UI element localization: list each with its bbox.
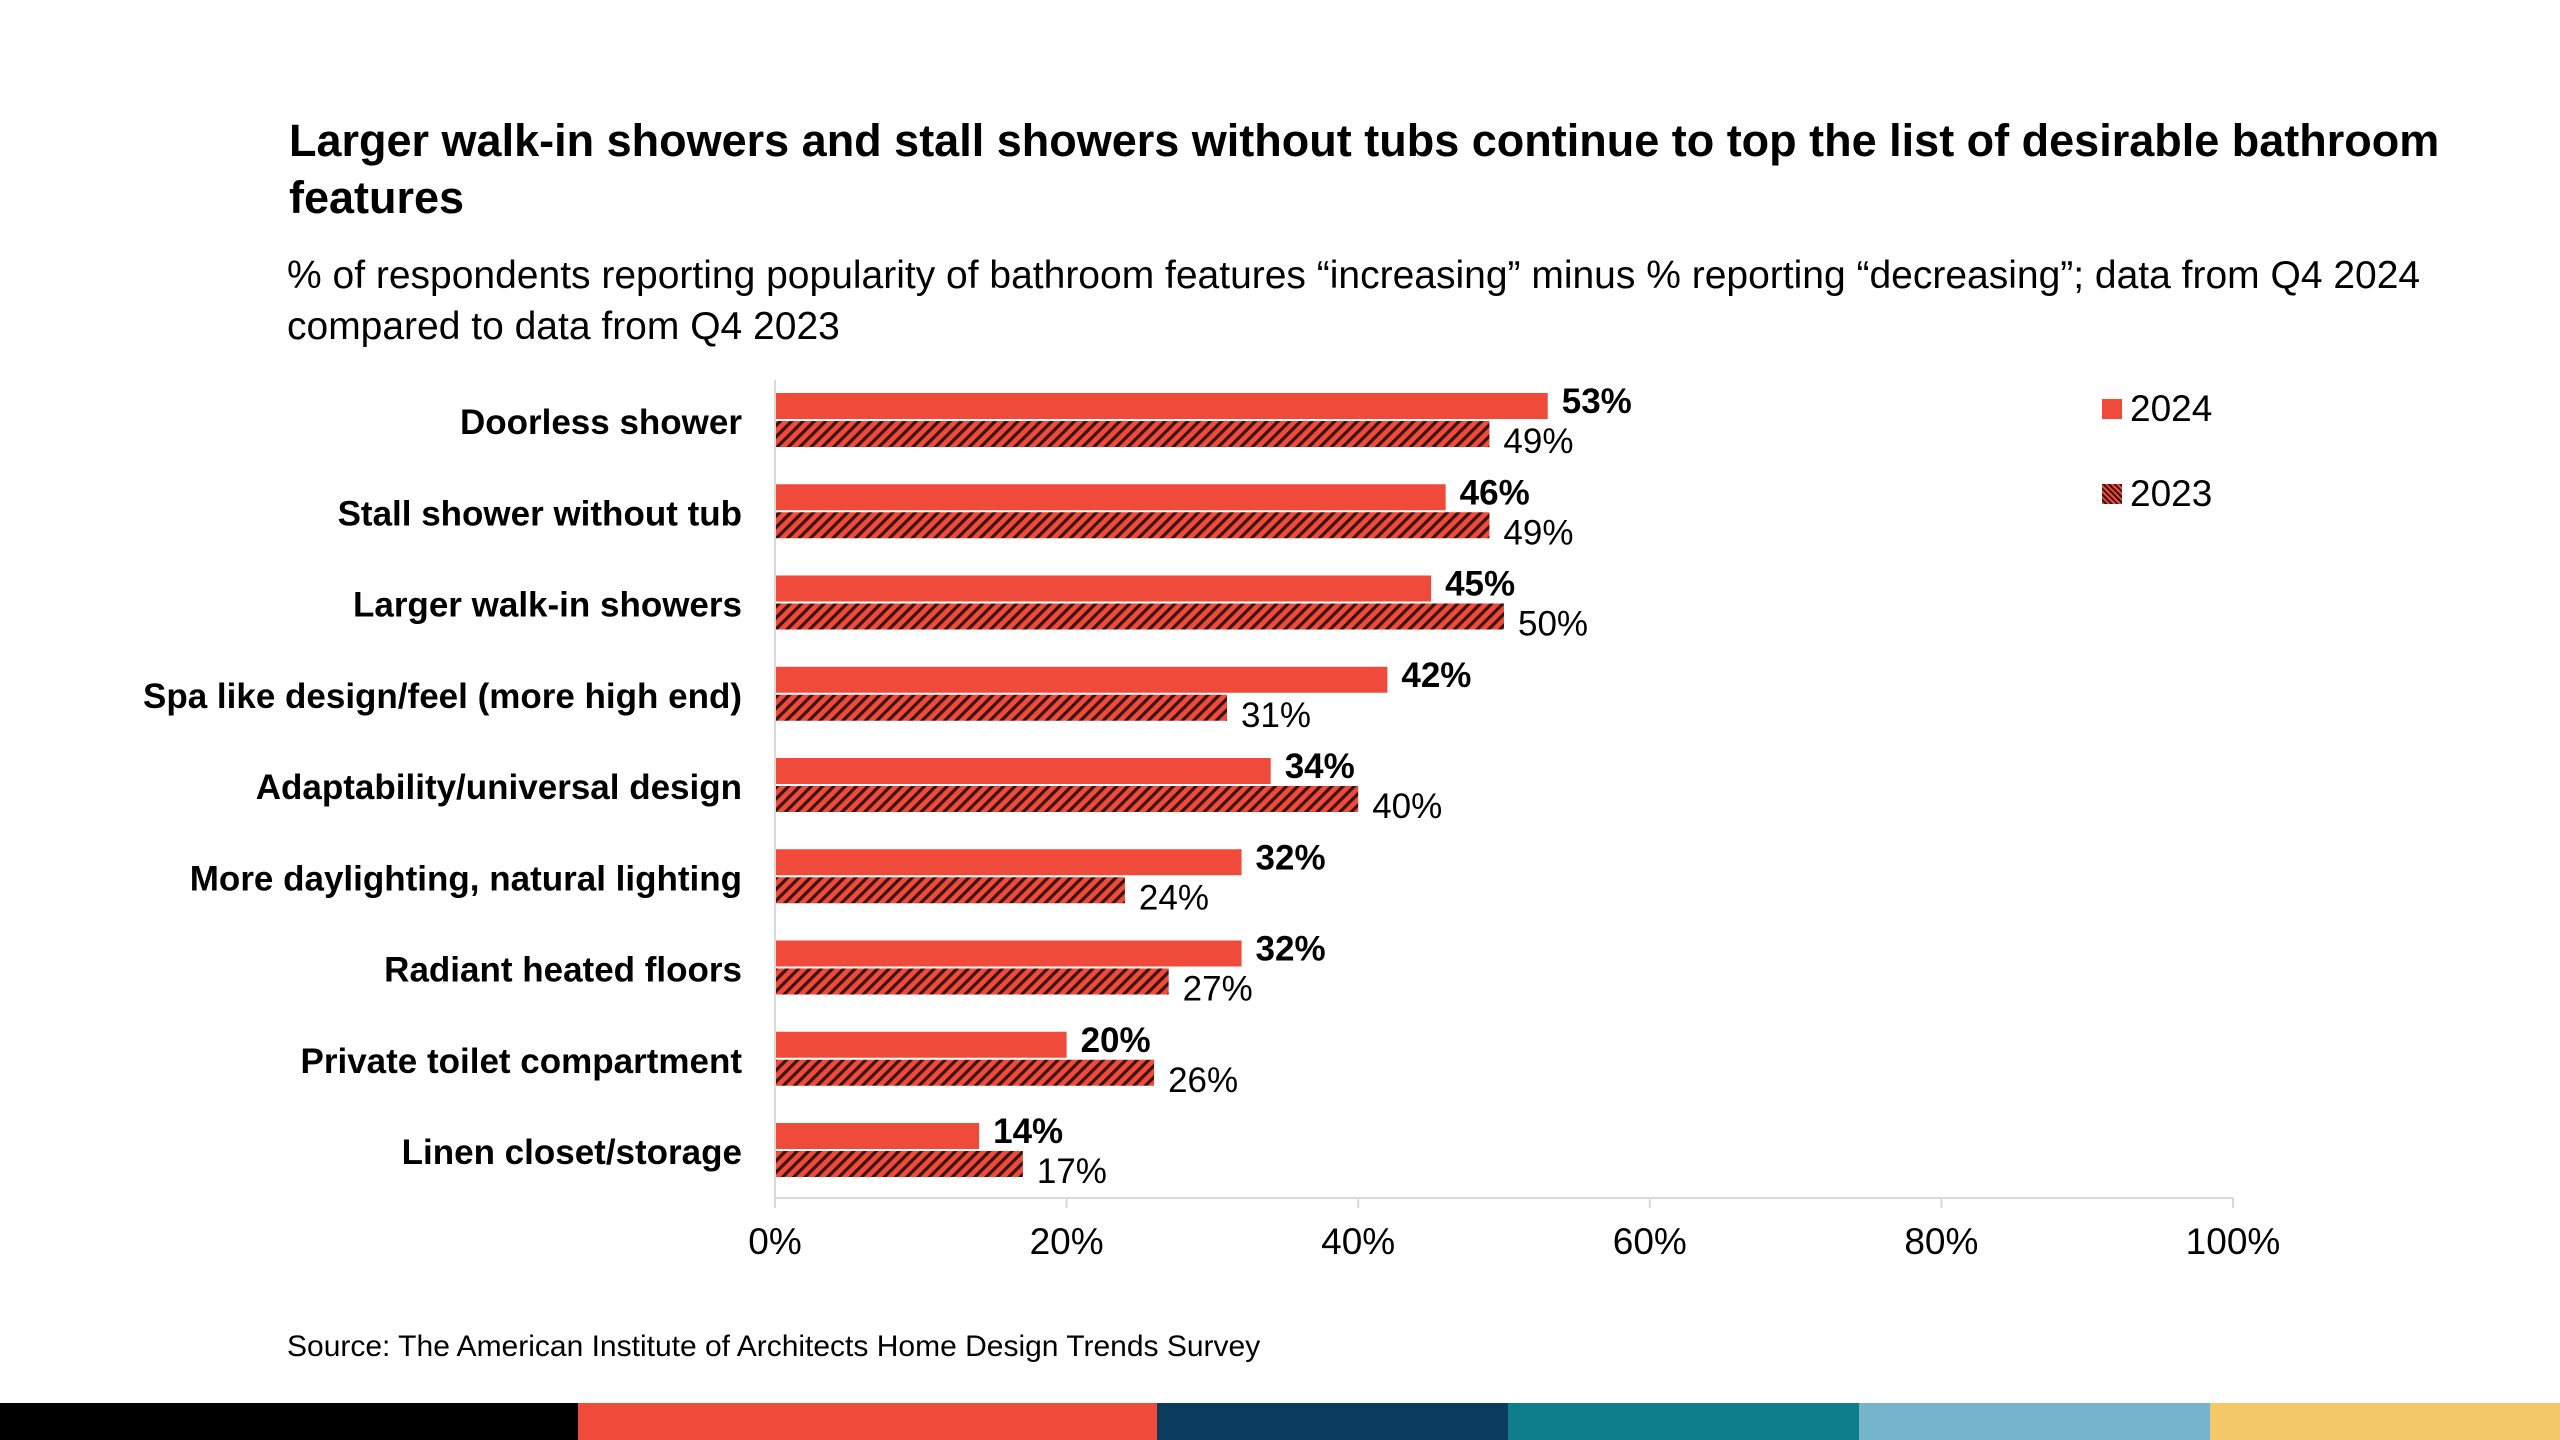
bar-2024-stall-shower-without-tub [775,484,1446,511]
legend-item-2024[interactable]: 2024 [2102,386,2212,432]
legend-item-2023[interactable]: 2023 [2102,471,2212,517]
x-tick-label: 60% [1613,1221,1687,1262]
chart-title: Larger walk-in showers and stall showers… [289,115,2440,223]
category-label-spa-like-design-feel-more-high-end: Spa like design/feel (more high end) [143,677,742,716]
bar-2023-private-toilet-compartment [775,1059,1155,1086]
category-label-more-daylighting-natural-lighting: More daylighting, natural lighting [190,859,742,898]
bar-2024-doorless-shower [775,393,1548,419]
chart-subtitle: % of respondents reporting popularity of… [287,254,2421,348]
data-label-2024-linen-closet-storage: 14% [993,1112,1063,1151]
category-label-doorless-shower: Doorless shower [460,403,742,442]
bar-2024-larger-walk-in-showers [775,575,1432,602]
bar-2023-spa-like-design-feel-more-high-end [775,694,1227,721]
bar-2023-more-daylighting-natural-lighting [775,877,1125,904]
bar-2024-private-toilet-compartment [775,1031,1067,1058]
bar-2023-radiant-heated-floors [775,968,1169,995]
data-label-2024-larger-walk-in-showers: 45% [1445,565,1515,604]
data-label-2024-spa-like-design-feel-more-high-end: 42% [1401,656,1471,695]
x-tick-label: 80% [1904,1221,1978,1262]
data-label-2023-doorless-shower: 49% [1503,422,1573,461]
data-label-2023-private-toilet-compartment: 26% [1168,1061,1238,1100]
data-label-2023-more-daylighting-natural-lighting: 24% [1139,878,1209,917]
bar-2024-spa-like-design-feel-more-high-end [775,666,1388,693]
bar-2024-linen-closet-storage [775,1123,980,1149]
category-label-larger-walk-in-showers: Larger walk-in showers [353,586,742,625]
footer-stripe-black [0,1403,578,1440]
footer-stripe-navy [1157,1403,1508,1440]
category-label-private-toilet-compartment: Private toilet compartment [301,1042,743,1081]
data-label-2023-stall-shower-without-tub: 49% [1503,513,1573,552]
x-tick-label: 20% [1030,1221,1104,1262]
x-tick-label: 40% [1321,1221,1395,1262]
legend-swatch-hatched [2102,484,2122,504]
bar-2024-radiant-heated-floors [775,940,1242,967]
source-note: Source: The American Institute of Archit… [287,1330,1261,1363]
legend-swatch-solid [2102,399,2122,419]
category-label-stall-shower-without-tub: Stall shower without tub [338,494,742,533]
x-tick-label: 100% [2186,1221,2281,1262]
footer-stripe-light-blue [1859,1403,2210,1440]
data-label-2024-private-toilet-compartment: 20% [1081,1021,1151,1060]
category-label-adaptability-universal-design: Adaptability/universal design [256,768,742,807]
data-label-2024-adaptability-universal-design: 34% [1285,747,1355,786]
footer-stripe-red [578,1403,1157,1440]
bar-2024-adaptability-universal-design [775,758,1271,784]
data-label-2024-stall-shower-without-tub: 46% [1460,473,1530,512]
data-label-2023-adaptability-universal-design: 40% [1372,787,1442,826]
bar-2023-linen-closet-storage [775,1151,1023,1177]
data-label-2023-radiant-heated-floors: 27% [1183,970,1253,1009]
data-label-2023-spa-like-design-feel-more-high-end: 31% [1241,696,1311,735]
footer-color-stripe [0,1403,2560,1440]
data-label-2023-larger-walk-in-showers: 50% [1518,605,1588,644]
category-label-linen-closet-storage: Linen closet/storage [402,1133,742,1172]
bar-2023-larger-walk-in-showers [775,603,1504,630]
bar-2024-more-daylighting-natural-lighting [775,849,1242,876]
footer-stripe-yellow [2210,1403,2560,1440]
bar-2023-adaptability-universal-design [775,786,1359,812]
data-label-2024-radiant-heated-floors: 32% [1256,930,1326,969]
legend-label-2024: 2024 [2130,388,2213,429]
category-label-radiant-heated-floors: Radiant heated floors [384,951,742,990]
data-label-2024-doorless-shower: 53% [1562,382,1632,421]
legend-label-2023: 2023 [2130,473,2213,514]
data-label-2024-more-daylighting-natural-lighting: 32% [1256,838,1326,877]
footer-stripe-teal [1508,1403,1859,1440]
data-label-2023-linen-closet-storage: 17% [1037,1152,1107,1191]
bar-2023-stall-shower-without-tub [775,512,1490,539]
bar-2023-doorless-shower [775,421,1490,447]
x-tick-label: 0% [748,1221,801,1262]
